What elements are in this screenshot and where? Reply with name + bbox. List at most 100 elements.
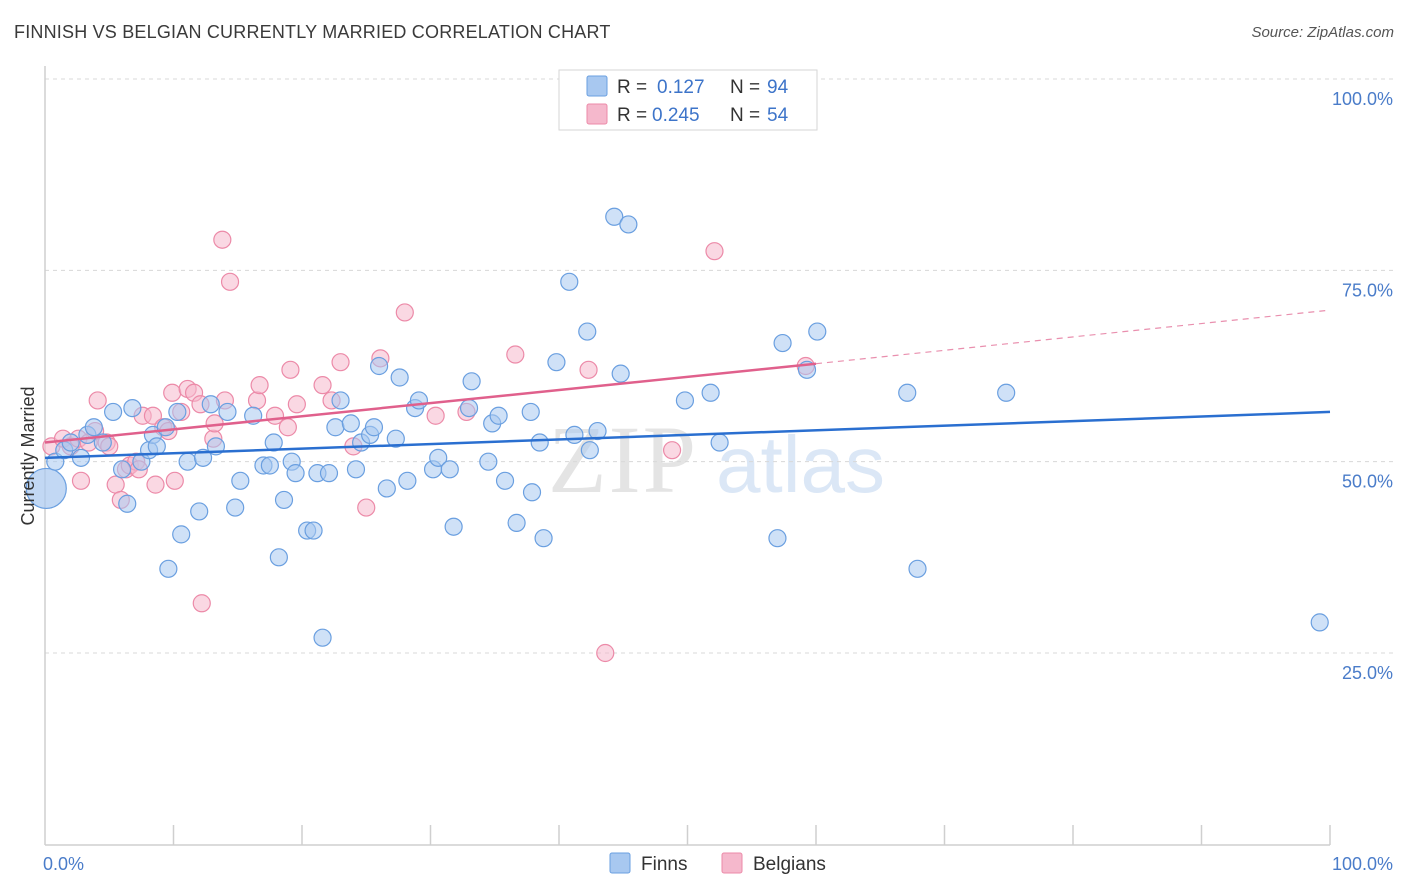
finns-point [274, 490, 294, 510]
finns-point [768, 529, 787, 548]
belgians-swatch [721, 852, 743, 874]
belgians-point [579, 360, 598, 379]
finns-point [578, 322, 597, 341]
belgians-legend-label: Belgians [753, 854, 826, 875]
finns-point [260, 456, 279, 475]
belgians-n-value: 54 [767, 105, 789, 126]
finns-point [565, 425, 584, 444]
finns-point [588, 421, 607, 441]
belgians-n-label: N = [730, 105, 760, 126]
belgians-point [506, 345, 525, 364]
belgians-point [146, 475, 165, 494]
finns-point [560, 272, 579, 291]
belgians-point [705, 242, 724, 261]
finns-point [313, 628, 332, 647]
belgians-point [71, 471, 91, 490]
finns-point [429, 448, 448, 467]
finns-point [25, 467, 67, 510]
series-legend: Finns Belgians [609, 852, 826, 875]
finns-point [386, 429, 405, 448]
belgians-point [163, 383, 182, 402]
finns-point [264, 433, 283, 452]
belgians-point [596, 643, 615, 663]
finns-point [156, 418, 175, 437]
belgians-point [395, 303, 414, 322]
finns-point [118, 494, 137, 513]
finns-point [444, 517, 463, 536]
finns-n-label: N = [730, 77, 760, 98]
finns-point [341, 414, 360, 433]
belgians-point [220, 272, 240, 291]
y-axis-title: Currently Married [18, 386, 38, 525]
finns-point [701, 383, 720, 402]
belgians-point [143, 406, 163, 425]
source-credit: Source: ZipAtlas.com [1251, 24, 1394, 41]
finns-n-value: 94 [767, 77, 789, 98]
finns-point [605, 207, 624, 226]
finns-point [112, 460, 132, 479]
finns-point [521, 402, 540, 422]
finns-point [547, 353, 566, 372]
finns-point [123, 398, 142, 418]
finns-point [675, 391, 695, 410]
finns-point [104, 402, 123, 422]
finns-point [489, 406, 508, 425]
finns-point [346, 460, 366, 479]
belgians-r-label: R = [617, 105, 647, 126]
finns-point [440, 460, 459, 479]
finns-point [218, 402, 237, 422]
finns-point [522, 483, 542, 502]
finns-point [172, 525, 191, 544]
finns-point [479, 452, 498, 471]
finns-point [808, 322, 827, 341]
chart-title: FINNISH VS BELGIAN CURRENTLY MARRIED COR… [14, 22, 611, 42]
watermark-zip: ZIP [548, 406, 698, 513]
watermark-atlas: atlas [716, 420, 885, 509]
finns-point [459, 398, 479, 418]
finns-point [304, 521, 323, 540]
finns-point [611, 364, 630, 383]
belgians-point [426, 406, 445, 425]
finns-point [147, 437, 166, 456]
finns-point [773, 333, 792, 353]
belgians-point [313, 376, 332, 395]
finns-point [710, 433, 729, 452]
belgians-trend-extension [815, 309, 1331, 365]
finns-point [61, 433, 80, 452]
finns-point [619, 215, 638, 234]
finns-point [398, 471, 417, 490]
finns-trend-line [44, 410, 1331, 460]
finns-point [377, 479, 396, 498]
finns-point [462, 372, 481, 391]
finns-point [908, 559, 927, 578]
finns-point [178, 452, 197, 471]
finns-point [507, 513, 526, 532]
y-tick-label: 100.0% [1332, 89, 1393, 109]
finns-point [997, 383, 1016, 402]
finns-point [409, 391, 429, 410]
finns-point [364, 418, 384, 437]
y-tick-label: 75.0% [1342, 280, 1393, 300]
finns-points [25, 207, 1329, 647]
y-tick-label: 50.0% [1342, 472, 1393, 492]
belgians-point [213, 230, 232, 249]
belgians-point [278, 418, 297, 437]
stats-legend: R = 0.127 N = 94 R = 0.245 N = 54 [558, 69, 818, 131]
trend-lines [44, 309, 1331, 460]
x-tick-label-min: 0.0% [43, 854, 84, 874]
finns-point [534, 529, 553, 548]
belgians-point [662, 441, 682, 460]
belgians-point [287, 395, 306, 414]
belgians-point [165, 471, 184, 490]
finns-point [331, 391, 350, 410]
belgians-point [250, 376, 269, 395]
axes [44, 66, 1331, 846]
belgians-point [357, 498, 376, 517]
finns-point [226, 498, 245, 517]
finns-point [231, 471, 250, 490]
finns-legend-label: Finns [641, 854, 687, 875]
x-tick-label-max: 100.0% [1332, 854, 1393, 874]
finns-point [326, 418, 345, 437]
finns-swatch [609, 852, 631, 874]
